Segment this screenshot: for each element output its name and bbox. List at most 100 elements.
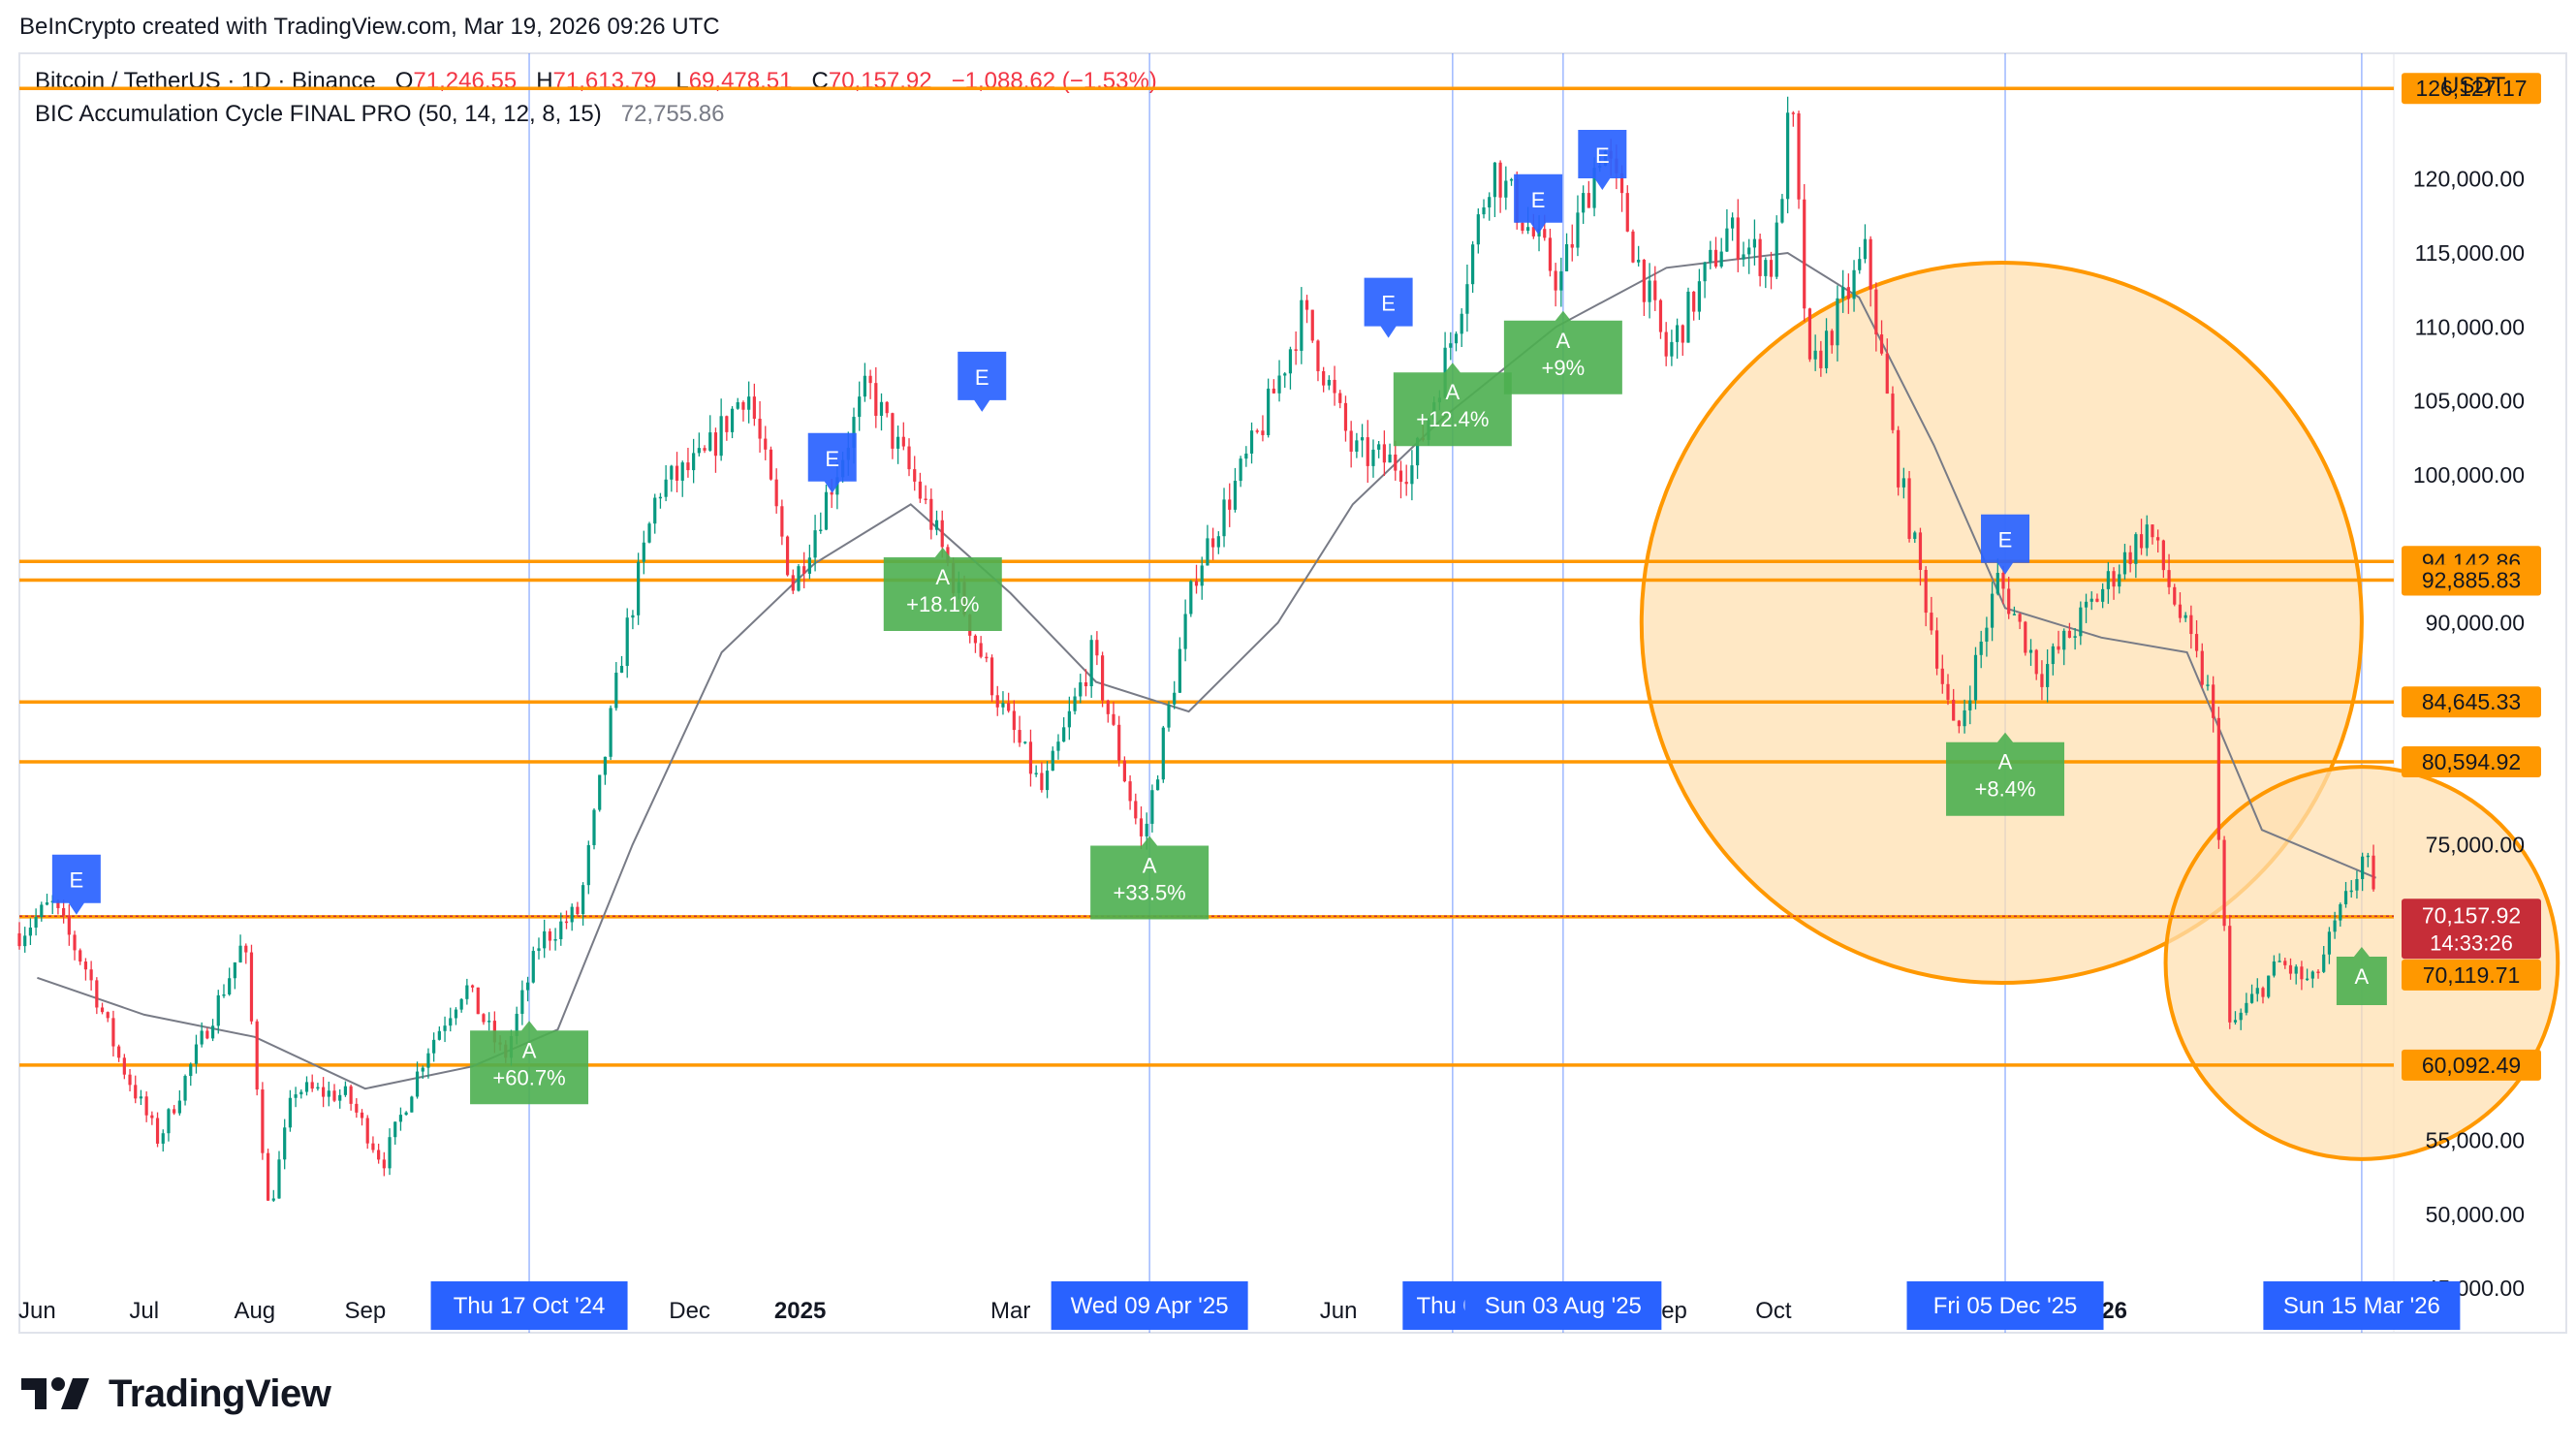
candle-body — [692, 453, 696, 471]
price-tick-label: 75,000.00 — [2426, 832, 2525, 857]
candle-body — [625, 617, 629, 667]
candle-body — [664, 479, 668, 497]
candle-body — [1664, 331, 1668, 357]
candle-body — [40, 904, 44, 918]
accumulation-signal-marker[interactable]: A — [2336, 946, 2387, 1005]
candle-body — [2310, 971, 2314, 979]
candle-body — [1465, 284, 1469, 314]
candle-body — [393, 1121, 397, 1138]
accumulation-signal-marker[interactable]: A +12.4% — [1393, 362, 1512, 447]
candle-body — [1139, 818, 1144, 836]
exit-signal-marker[interactable]: E — [1981, 514, 2030, 575]
exit-signal-marker[interactable]: E — [1364, 277, 1413, 338]
accumulation-signal-marker[interactable]: A +18.1% — [883, 547, 1002, 631]
candle-body — [1946, 683, 1950, 700]
candle-body — [1366, 437, 1369, 466]
candle-body — [680, 462, 684, 481]
candle-body — [382, 1159, 386, 1169]
candle-body — [122, 1057, 126, 1075]
price-axis[interactable]: 120,000.00 115,000.00 110,000.00 105,000.00… — [2402, 73, 2541, 1301]
candle-body — [2073, 636, 2077, 638]
signal-markers: E A +60.7% E A +18.1% E A +33.5% E A +12.4% E A +9% E E A… — [51, 129, 2387, 1105]
candle-body — [1979, 641, 1983, 655]
exit-signal-marker[interactable]: E — [1578, 129, 1627, 190]
exit-signal-marker[interactable]: E — [51, 854, 101, 915]
candle-body — [1277, 375, 1281, 394]
candle-body — [2183, 615, 2187, 618]
candle-body — [697, 448, 701, 454]
candle-body — [609, 708, 613, 757]
candle-body — [780, 506, 784, 537]
candle-body — [1492, 162, 1497, 198]
candle-body — [2228, 926, 2232, 1023]
candle-body — [421, 1067, 424, 1072]
candle-body — [2018, 614, 2022, 622]
candle-body — [2316, 971, 2320, 973]
candle-body — [1343, 402, 1348, 431]
candle-body — [349, 1086, 353, 1104]
candle-body — [747, 396, 751, 410]
candle-body — [1100, 655, 1105, 701]
candle-body — [1874, 289, 1878, 335]
candle-body — [1288, 349, 1293, 374]
candle-body — [1990, 593, 1995, 628]
candle-body — [95, 980, 99, 1008]
candle-body — [703, 448, 707, 451]
tradingview-brand[interactable]: TradingView — [19, 1369, 331, 1419]
candle-body — [388, 1137, 392, 1169]
accumulation-signal-marker[interactable]: A +33.5% — [1090, 835, 1209, 920]
candle-body — [1089, 640, 1093, 686]
candle-body — [2372, 855, 2375, 890]
candle-body — [2361, 856, 2365, 879]
candle-body — [2216, 717, 2220, 840]
candle-body — [2366, 855, 2370, 858]
signal-type: E — [1595, 143, 1610, 168]
candle-body — [1719, 251, 1723, 268]
candle-body — [1117, 724, 1121, 761]
candle-body — [1852, 269, 1856, 299]
candle-body — [1713, 249, 1718, 268]
candle-body — [271, 1198, 275, 1201]
candle-body — [1731, 217, 1735, 229]
level-price-tag — [2402, 73, 2541, 105]
candle-body — [553, 939, 557, 941]
candle-body — [62, 907, 66, 916]
candle-body — [2067, 630, 2072, 638]
candle-body — [2145, 524, 2149, 549]
candle-body — [913, 469, 917, 482]
candle-body — [1394, 454, 1398, 471]
accumulation-signal-marker[interactable]: A +8.4% — [1946, 732, 2065, 816]
currency-label[interactable]: USDT — [2442, 73, 2506, 99]
candle-body — [111, 1018, 115, 1047]
signal-type: E — [975, 365, 990, 390]
exit-signal-marker[interactable]: E — [958, 351, 1007, 412]
time-tick-label: Oct — [1755, 1298, 1792, 1324]
candle-body — [736, 402, 739, 409]
candle-body — [2300, 966, 2304, 980]
candle-body — [1498, 162, 1502, 198]
level-price-text: 84,645.33 — [2422, 689, 2521, 714]
accumulation-signal-marker[interactable]: A +60.7% — [470, 1021, 589, 1105]
candle-body — [1310, 309, 1314, 341]
candle-body — [934, 520, 939, 530]
highlight-circle — [1639, 260, 2364, 986]
indicator-name[interactable]: BIC Accumulation Cycle FINAL PRO (50, 14… — [35, 101, 602, 127]
candle-body — [1233, 481, 1238, 510]
candle-body — [852, 417, 856, 448]
accumulation-signal-marker[interactable]: A +9% — [1503, 310, 1622, 394]
candle-body — [1404, 482, 1408, 485]
price-tick-label: 120,000.00 — [2413, 167, 2525, 192]
exit-signal-marker[interactable]: E — [807, 432, 857, 493]
signal-gain: +33.5% — [1114, 881, 1186, 905]
candle-body — [2349, 890, 2353, 893]
time-axis[interactable]: JunJulAugSepDec2025MarJunSepOctSun2026Th… — [18, 1281, 2461, 1330]
tradingview-logo-icon — [21, 1377, 89, 1409]
candle-body — [1830, 331, 1834, 346]
signal-gain: +9% — [1542, 356, 1586, 380]
exit-signal-marker[interactable]: E — [1514, 173, 1563, 235]
candle-body — [1670, 341, 1674, 357]
candle-body — [1471, 244, 1475, 285]
candle-body — [261, 1089, 265, 1153]
candle-body — [355, 1103, 359, 1113]
